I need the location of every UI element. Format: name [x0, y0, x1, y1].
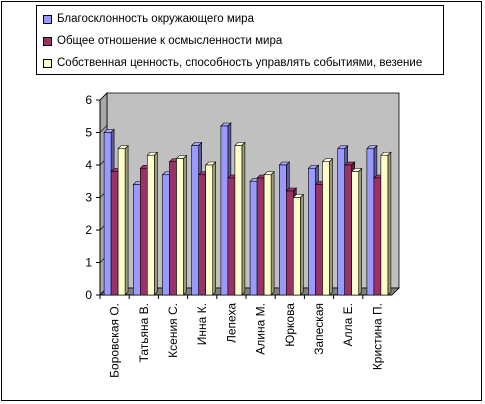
x-axis-tick-label: Инна К.	[195, 303, 209, 345]
chart-legend: Благосклонность окружающего мира Общее о…	[36, 5, 444, 75]
bar	[227, 177, 236, 296]
bar	[169, 161, 177, 296]
bar-side	[299, 193, 304, 296]
legend-label-series-2: Общее отношение к осмысленности мира	[57, 35, 283, 47]
bar	[263, 174, 272, 296]
bar-side	[241, 141, 246, 296]
bar-side	[329, 158, 333, 296]
x-axis-tick-label: Алина М.	[254, 303, 268, 355]
bar	[162, 174, 170, 296]
x-axis-tick-label: Запеская	[312, 303, 326, 355]
bar-side	[358, 167, 363, 296]
y-axis-tick-depth	[99, 125, 108, 133]
bar	[234, 145, 243, 296]
legend-label-series-1: Благосклонность окружающего мира	[57, 13, 254, 25]
x-axis-tick-label: Алла Е.	[341, 303, 355, 346]
y-axis-tick-label: 5	[85, 126, 92, 140]
bar	[351, 171, 360, 296]
x-axis-tick-label: Лепеха	[224, 303, 238, 343]
bar-side	[270, 171, 275, 296]
x-axis-tick-label: Юркова	[283, 303, 297, 347]
bar	[147, 154, 155, 296]
bar-side	[183, 154, 187, 296]
legend-item-series-1: Благосклонность окружающего мира	[43, 10, 254, 28]
legend-item-series-2: Общее отношение к осмысленности мира	[43, 32, 282, 50]
x-axis-tick-label: Боровская О.	[108, 303, 122, 378]
bar	[285, 190, 294, 296]
legend-label-series-3: Собственная ценность, способность управл…	[57, 57, 423, 69]
bar	[373, 177, 382, 296]
bar	[278, 164, 287, 296]
bar	[292, 197, 301, 296]
bar	[380, 154, 389, 296]
bar	[308, 167, 316, 296]
y-axis-tick-label: 0	[85, 288, 92, 302]
bar	[133, 184, 141, 296]
bar	[140, 167, 148, 296]
bar	[205, 164, 213, 296]
bar	[366, 148, 375, 296]
bar-side	[387, 151, 392, 296]
legend-swatch-series-1	[43, 14, 52, 24]
y-axis-tick-label: 2	[85, 223, 92, 237]
bar	[344, 164, 353, 296]
y-axis-tick-label: 3	[85, 191, 92, 205]
bar-side	[154, 151, 158, 296]
bar	[220, 125, 229, 296]
y-axis-tick-label: 1	[85, 256, 92, 270]
bar	[191, 145, 199, 296]
bar	[198, 174, 206, 296]
bar	[103, 132, 112, 296]
legend-item-series-3: Собственная ценность, способность управл…	[43, 54, 422, 72]
x-axis-tick-label: Кристина П.	[370, 303, 384, 370]
bar	[249, 180, 258, 296]
bar	[322, 161, 330, 296]
bar	[117, 148, 126, 296]
bar-side	[124, 145, 129, 296]
y-axis-tick-depth	[99, 92, 108, 101]
bar	[337, 148, 346, 296]
bar	[256, 177, 265, 296]
y-axis-tick-label: 4	[85, 158, 92, 172]
bar	[176, 158, 184, 296]
legend-swatch-series-2	[43, 36, 52, 46]
bar-side	[212, 161, 216, 296]
x-axis-tick-label: Татьяна В.	[137, 303, 151, 362]
bar	[110, 171, 119, 296]
legend-swatch-series-3	[43, 58, 52, 68]
x-axis-tick-label: Ксения С.	[166, 303, 180, 358]
y-axis-tick-label: 6	[85, 93, 92, 107]
bar	[315, 184, 323, 296]
